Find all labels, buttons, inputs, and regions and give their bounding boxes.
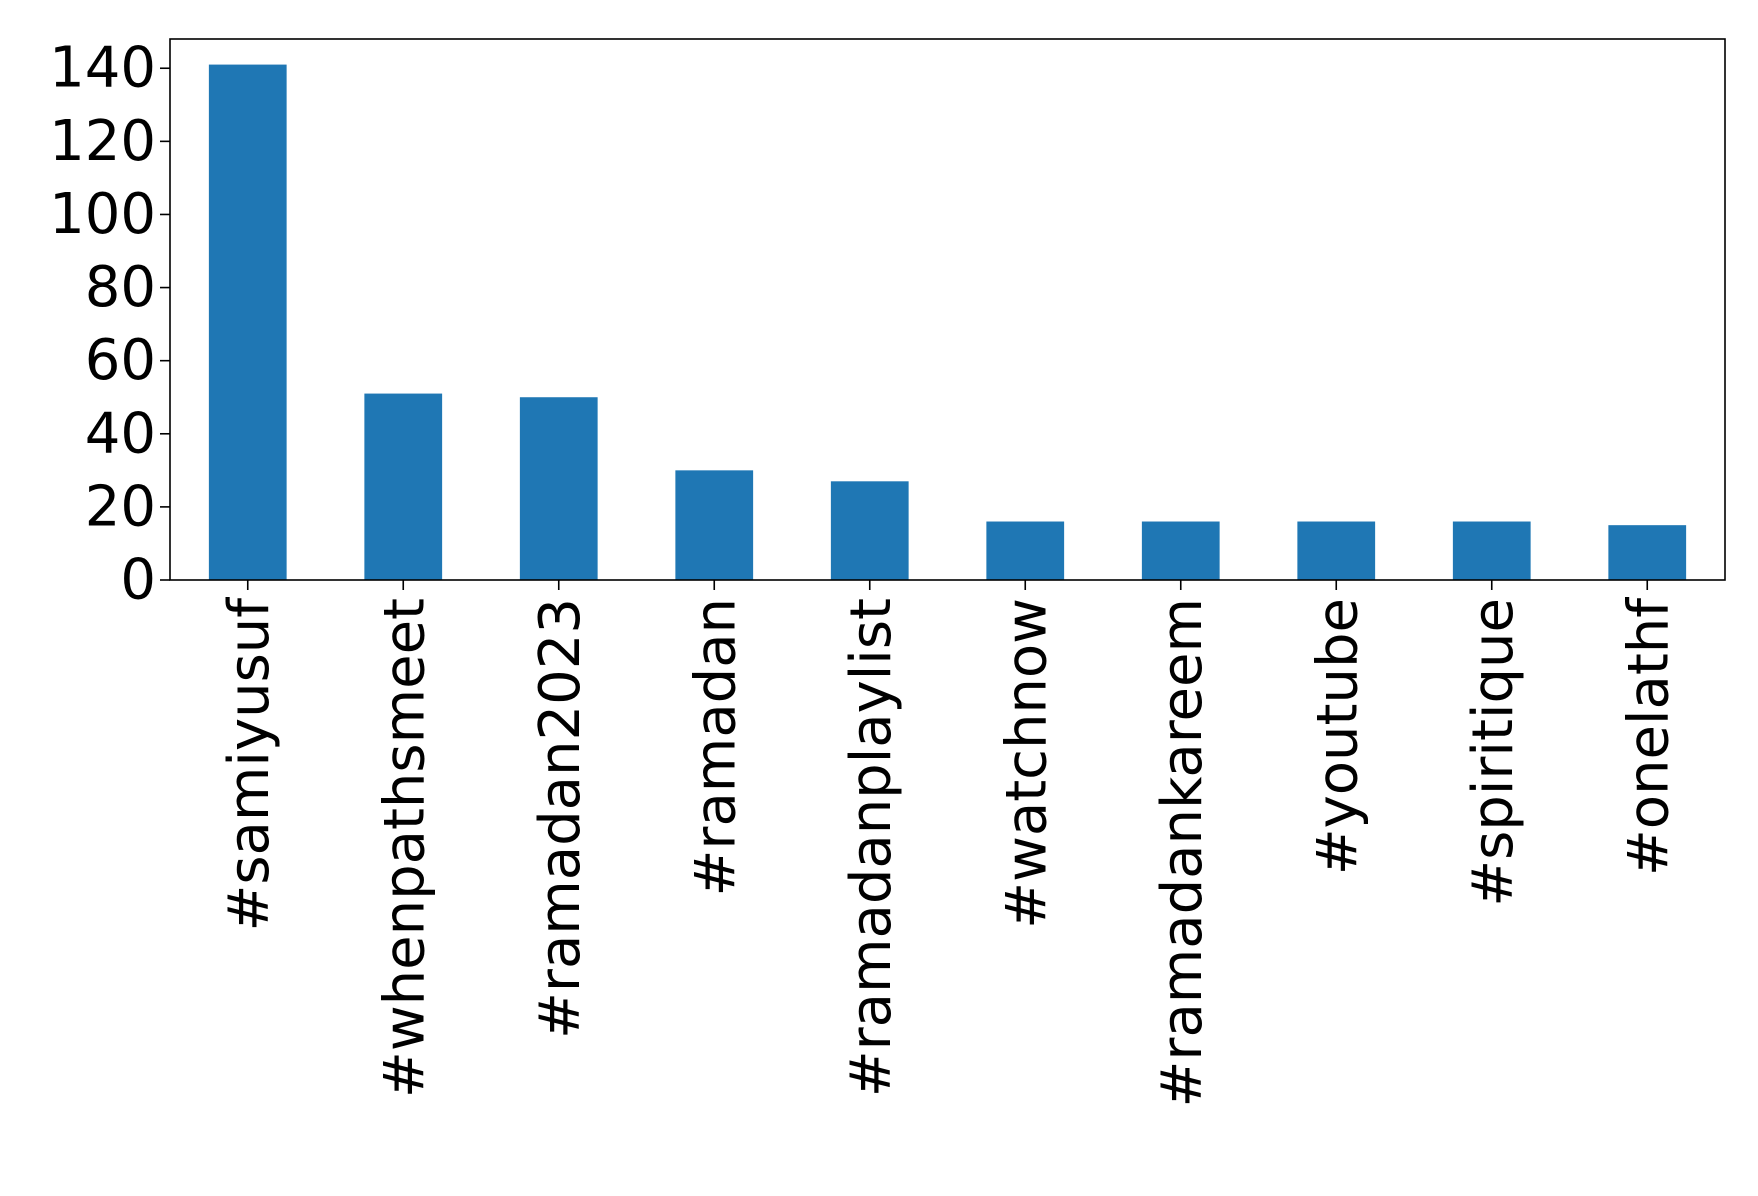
x-tick-label: #ramadankareem: [1150, 598, 1215, 1108]
bar-spiritique: [1452, 521, 1531, 580]
bar-whenpathsmeet: [364, 393, 443, 580]
x-tick-label: #youtube: [1305, 598, 1370, 875]
x-axis: #samiyusuf #whenpathsmeet #ramadan2023 #ram…: [217, 580, 1681, 1108]
y-axis: 0 20 40 60 80 100 120 140: [49, 36, 170, 613]
bar-samiyusuf: [208, 64, 287, 581]
bar-onelathf: [1608, 525, 1687, 580]
y-tick-label: 20: [85, 474, 156, 539]
y-tick-label: 100: [49, 182, 156, 247]
x-tick-label: #ramadan: [683, 598, 748, 896]
y-tick-label: 60: [85, 328, 156, 393]
y-tick-label: 140: [49, 36, 156, 101]
y-tick-label: 120: [49, 109, 156, 174]
x-tick-label: #onelathf: [1616, 597, 1681, 876]
bar-watchnow: [986, 521, 1065, 580]
x-tick-label: #watchnow: [994, 598, 1059, 929]
bar-ramadan: [675, 470, 754, 580]
x-tick-label: #samiyusuf: [217, 597, 282, 932]
bar-ramadanplaylist: [830, 481, 909, 580]
y-tick-label: 0: [120, 548, 156, 613]
y-tick-label: 40: [85, 401, 156, 466]
bar-ramadankareem: [1141, 521, 1220, 580]
plot-frame: [169, 38, 1726, 581]
y-tick-label: 80: [85, 255, 156, 320]
x-tick-label: #ramadanplaylist: [839, 598, 904, 1097]
x-tick-label: #ramadan2023: [528, 598, 593, 1039]
x-tick-label: #whenpathsmeet: [372, 598, 437, 1098]
bar-ramadan2023: [519, 397, 598, 580]
x-tick-label: #spiritique: [1461, 598, 1526, 907]
bar-youtube: [1297, 521, 1376, 580]
bars-layer: [208, 64, 1687, 581]
